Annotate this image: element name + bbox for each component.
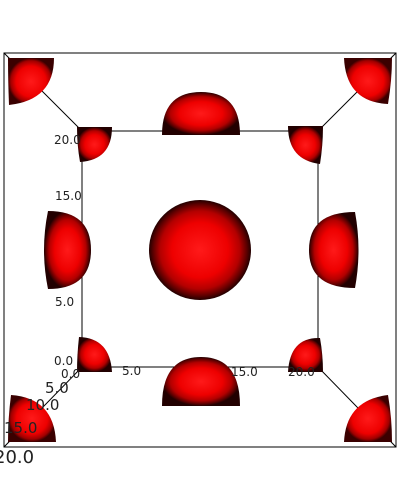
- z-tick-label: 5.0: [45, 379, 69, 397]
- bottom-face-hemisphere: [162, 357, 240, 406]
- top-face-hemisphere: [162, 92, 240, 135]
- right-face-hemisphere: [309, 212, 359, 288]
- y-tick-label: 20.0: [54, 133, 81, 147]
- y-tick-label: 0.0: [54, 354, 73, 368]
- z-tick-label: 20.0: [0, 447, 34, 468]
- left-face-hemisphere: [44, 211, 91, 289]
- y-axis-ticks: 20.0 15.0 5.0 0.0: [54, 133, 82, 368]
- outer-box-face: [3, 52, 397, 448]
- isosurface: [8, 58, 392, 442]
- x-tick-label: 0.0: [61, 367, 80, 381]
- inner-corner-top-left: [77, 127, 112, 162]
- inner-corner-top-right: [288, 126, 323, 164]
- z-tick-label: 15.0: [4, 419, 37, 437]
- outer-corner-top-left: [8, 58, 54, 105]
- outer-corner-bottom-left: [8, 395, 56, 442]
- y-tick-label: 5.0: [55, 295, 74, 309]
- outer-corner-bottom-right: [344, 395, 392, 442]
- inner-corner-bottom-left: [77, 337, 112, 372]
- y-tick-label: 15.0: [55, 189, 82, 203]
- x-axis-ticks: 0.0 5.0 15.0 20.0: [61, 364, 315, 381]
- inner-corner-bottom-right: [288, 337, 323, 372]
- z-tick-label: 10.0: [26, 396, 59, 414]
- x-tick-label: 20.0: [288, 365, 315, 379]
- center-sphere: [149, 200, 251, 300]
- outer-corner-top-right: [344, 58, 392, 104]
- x-tick-label: 5.0: [122, 364, 141, 378]
- x-tick-label: 15.0: [231, 365, 258, 379]
- z-axis-ticks: 5.0 10.0 15.0 20.0: [0, 379, 69, 468]
